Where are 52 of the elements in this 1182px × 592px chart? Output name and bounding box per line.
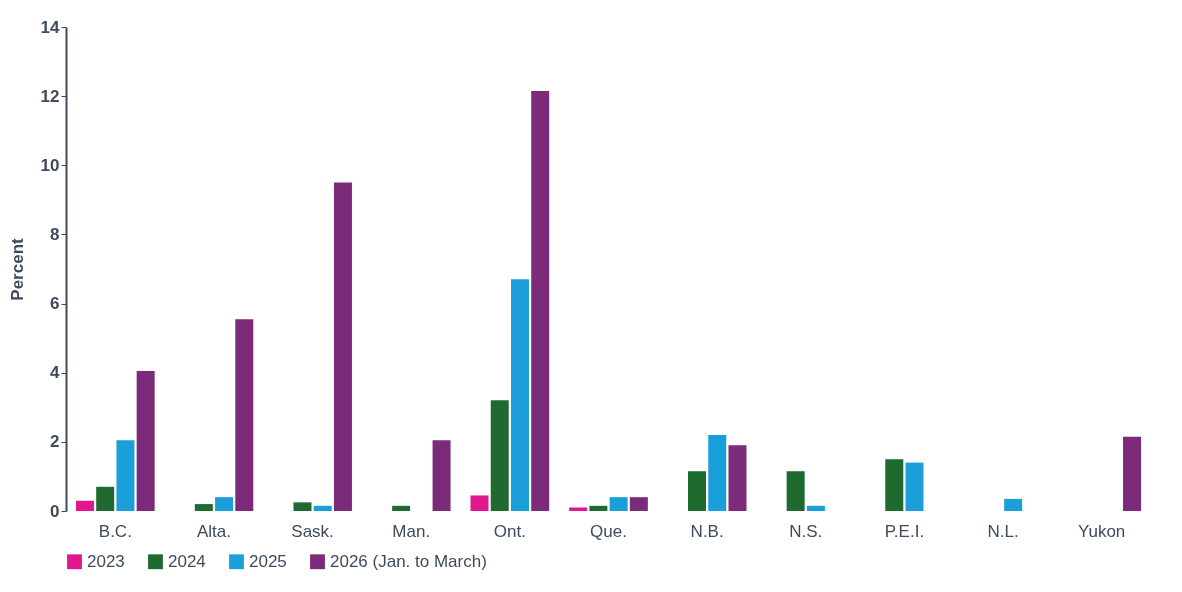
- bar: [75, 500, 94, 511]
- x-tick-label: Sask.: [291, 521, 334, 541]
- x-tick-label: Alta.: [196, 521, 231, 541]
- bar: [490, 400, 509, 511]
- bar: [313, 505, 332, 511]
- bar: [885, 459, 904, 511]
- y-tick-label: 4: [50, 363, 61, 383]
- bar: [96, 486, 115, 511]
- x-tick-label: B.C.: [98, 521, 132, 541]
- bar: [470, 495, 489, 511]
- y-axis-title: Percent: [7, 237, 27, 301]
- y-tick-label: 10: [40, 155, 60, 175]
- bar: [1123, 436, 1142, 511]
- legend-label: 2023: [87, 551, 125, 571]
- bar: [589, 505, 608, 511]
- bar: [136, 370, 155, 511]
- bar: [905, 462, 924, 511]
- x-tick-label: Ont.: [493, 521, 526, 541]
- y-tick-label: 0: [50, 501, 60, 521]
- bar: [708, 434, 727, 511]
- legend-label: 2026 (Jan. to March): [330, 551, 487, 571]
- bar: [235, 319, 254, 511]
- y-tick-label: 6: [50, 294, 60, 314]
- legend-label: 2024: [168, 551, 206, 571]
- bar: [392, 505, 411, 511]
- bar: [510, 279, 529, 511]
- bar: [116, 440, 135, 511]
- bar: [806, 505, 825, 511]
- x-tick-label: Man.: [392, 521, 431, 541]
- bar: [728, 445, 747, 511]
- bar: [432, 440, 451, 511]
- bar: [531, 90, 550, 511]
- bar: [609, 497, 628, 511]
- x-tick-label: N.L.: [987, 521, 1019, 541]
- x-tick-label: P.E.I.: [884, 521, 925, 541]
- bar: [786, 471, 805, 511]
- x-tick-label: Yukon: [1078, 521, 1126, 541]
- bar: [215, 497, 234, 511]
- x-tick-label: N.S.: [789, 521, 823, 541]
- y-tick-label: 8: [50, 224, 60, 244]
- legend-label: 2025: [249, 551, 287, 571]
- bar: [1004, 498, 1023, 511]
- y-tick-label: 12: [40, 86, 60, 106]
- bar: [333, 182, 352, 511]
- bar: [293, 502, 312, 511]
- bar: [194, 504, 213, 511]
- y-tick-label: 14: [40, 17, 61, 37]
- y-tick-label: 2: [50, 432, 60, 452]
- x-tick-label: N.B.: [690, 521, 724, 541]
- bar: [688, 471, 707, 511]
- x-tick-label: Que.: [590, 521, 627, 541]
- bar: [629, 497, 648, 511]
